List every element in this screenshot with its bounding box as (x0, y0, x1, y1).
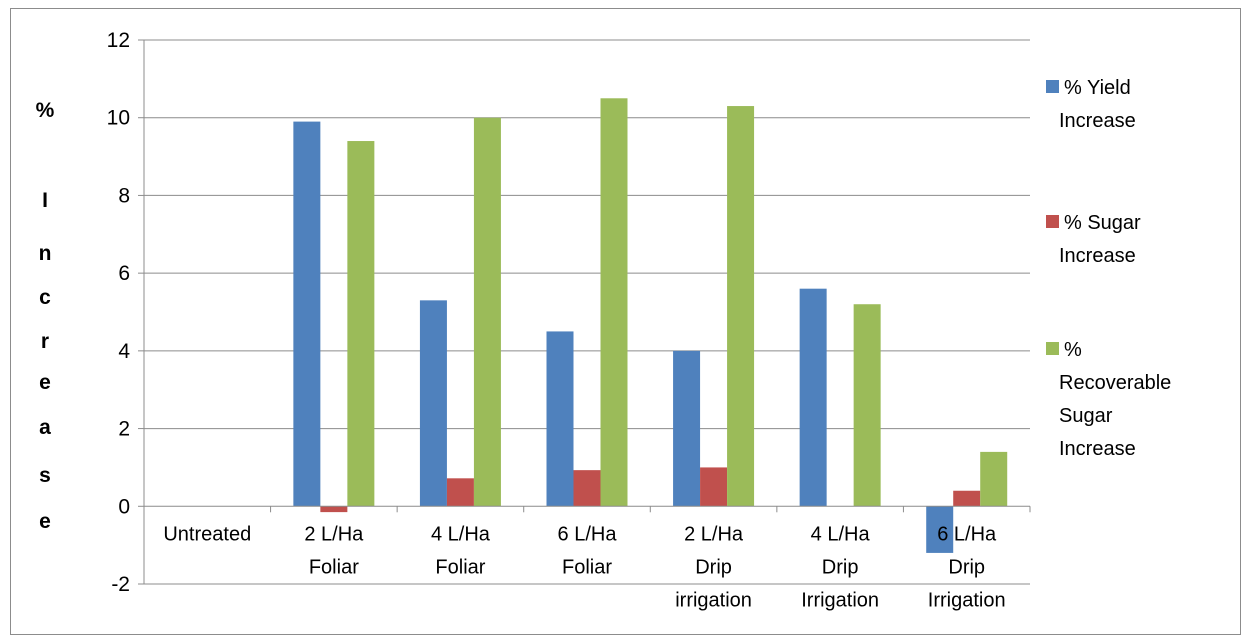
category-label: Irrigation (801, 589, 879, 611)
category-label: Drip (948, 556, 985, 578)
category-label: 2 L/Ha (684, 523, 744, 545)
category-label: 6 L/Ha (937, 523, 997, 545)
legend-swatch-1 (1046, 80, 1059, 93)
y-axis-label-char: e (39, 371, 51, 394)
y-axis-label-char: n (39, 242, 52, 265)
category-label: Irrigation (928, 589, 1006, 611)
gridlines (144, 39, 1030, 585)
legend-swatch-3 (1046, 342, 1059, 355)
bar-2-7 (953, 490, 981, 507)
y-axis-label-char: r (41, 330, 49, 353)
y-axis-label-char: e (39, 510, 51, 533)
legend-swatch-2 (1046, 215, 1059, 228)
y-tick-label: 6 (118, 262, 130, 285)
y-tick-label: 2 (118, 418, 130, 441)
bar-3-6 (853, 304, 881, 507)
y-tick-label: 4 (118, 340, 130, 363)
legend-label: Recoverable (1059, 372, 1171, 394)
bars (293, 98, 1008, 553)
bar-3-2 (347, 141, 375, 507)
category-label: Untreated (163, 523, 251, 545)
bar-1-2 (293, 121, 321, 507)
category-label: Drip (695, 556, 732, 578)
legend: % Yield Increase % Sugar Increase% Recoverab… (1046, 77, 1171, 460)
legend-label: Increase (1059, 110, 1136, 132)
y-axis-label-char: s (39, 464, 51, 487)
bar-3-5 (727, 106, 755, 507)
bar-2-4 (573, 470, 601, 507)
bar-2-2 (320, 506, 348, 513)
category-label: Foliar (562, 556, 612, 578)
legend-label: Sugar (1059, 405, 1113, 427)
category-label: Drip (822, 556, 859, 578)
y-tick-label: 12 (107, 29, 130, 52)
y-tick-label: 8 (118, 184, 130, 207)
bar-1-5 (673, 350, 701, 507)
legend-label: Increase (1059, 438, 1136, 460)
y-axis-label-char: % (36, 99, 55, 122)
bar-3-7 (980, 451, 1008, 507)
y-axis-label-char: I (42, 189, 48, 212)
y-tick-label: 10 (107, 107, 130, 130)
legend-label: % (1064, 339, 1082, 361)
category-label: 4 L/Ha (811, 523, 871, 545)
bar-1-4 (546, 331, 574, 507)
axes (138, 39, 1031, 585)
y-axis-label-char: c (39, 286, 51, 309)
category-labels: Untreated 2 L/Ha Foliar 4 L/Ha Foliar 6 L/Ha F… (163, 523, 1005, 611)
bar-2-5 (700, 467, 728, 507)
bar-1-7 (926, 506, 954, 553)
legend-label: Increase (1059, 245, 1136, 267)
legend-label: % Yield (1064, 77, 1131, 99)
category-label: 4 L/Ha (431, 523, 491, 545)
bar-2-3 (446, 478, 474, 507)
category-label: irrigation (675, 589, 752, 611)
category-label: Foliar (309, 556, 359, 578)
category-label: 6 L/Ha (558, 523, 618, 545)
y-tick-label: 0 (118, 495, 130, 518)
category-label: 2 L/Ha (304, 523, 364, 545)
category-label: Foliar (435, 556, 485, 578)
bar-1-3 (419, 300, 447, 507)
y-tick-labels: -2 0 2 4 6 8 10 12 (107, 29, 131, 596)
y-axis-label-char: a (39, 416, 51, 439)
bar-3-4 (600, 98, 628, 507)
legend-label: % Sugar (1064, 212, 1141, 234)
y-tick-label: -2 (111, 573, 130, 596)
bar-3-3 (473, 117, 501, 507)
bar-1-6 (799, 288, 827, 507)
y-axis-label: %Increase (36, 99, 55, 533)
